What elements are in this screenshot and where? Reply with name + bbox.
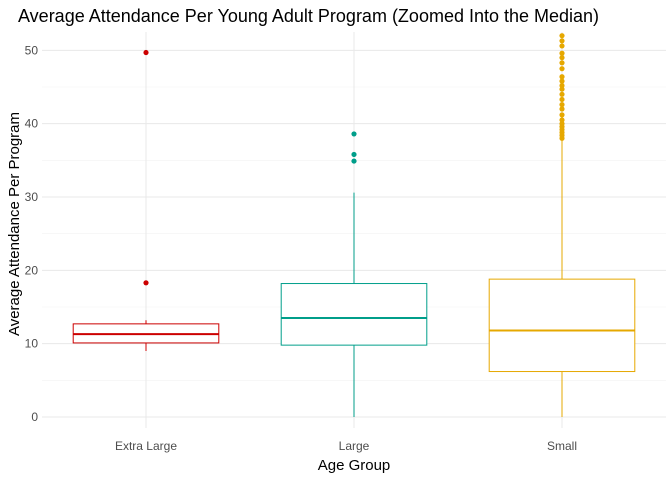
y-tick-label: 40 (25, 117, 39, 131)
y-tick-label: 30 (25, 190, 39, 204)
y-tick-labels: 0 10 20 30 40 50 (25, 43, 39, 424)
box-group (488, 33, 636, 417)
outlier-point (559, 50, 565, 56)
outlier-point (351, 158, 357, 164)
outlier-point (559, 78, 565, 84)
iqr-box (280, 283, 428, 346)
outlier-point (559, 112, 565, 118)
outlier-point (351, 151, 357, 158)
x-tick-labels: Extra Large Large Small (115, 439, 577, 453)
outlier-point (559, 43, 565, 49)
y-tick-label: 0 (31, 410, 38, 424)
x-tick-label: Extra Large (115, 439, 177, 453)
outlier-point (559, 86, 565, 92)
boxes (72, 33, 636, 417)
outlier-point (143, 280, 149, 286)
x-axis-label: Age Group (318, 457, 391, 474)
outlier-point (559, 60, 565, 66)
box-group (280, 131, 428, 417)
outlier-point (143, 49, 149, 56)
chart-title: Average Attendance Per Young Adult Progr… (18, 6, 599, 26)
outlier-point (351, 131, 357, 137)
y-tick-label: 50 (25, 43, 39, 57)
y-tick-label: 20 (25, 263, 39, 277)
outlier-point (559, 117, 565, 123)
x-tick-label: Large (339, 439, 370, 453)
outlier-point (559, 91, 565, 97)
outlier-point (559, 102, 565, 108)
outlier-point (559, 38, 565, 44)
box-group (72, 49, 220, 351)
outlier-point (559, 33, 565, 39)
iqr-box (488, 278, 636, 373)
outlier-point (559, 121, 565, 127)
outlier-point (559, 82, 565, 89)
x-tick-label: Small (547, 439, 577, 453)
outlier-point (559, 66, 565, 72)
outlier-point (559, 74, 565, 80)
outlier-point (559, 106, 565, 112)
y-axis-label: Average Attendance Per Program (6, 112, 23, 336)
outlier-point (559, 55, 565, 61)
outlier-point (559, 96, 565, 103)
y-tick-label: 10 (25, 337, 39, 351)
